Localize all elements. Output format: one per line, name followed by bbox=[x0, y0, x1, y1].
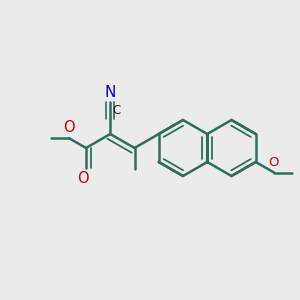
Text: O: O bbox=[77, 171, 89, 186]
Text: C: C bbox=[112, 104, 121, 117]
Text: N: N bbox=[105, 85, 116, 100]
Text: O: O bbox=[63, 120, 75, 135]
Text: O: O bbox=[269, 157, 279, 169]
